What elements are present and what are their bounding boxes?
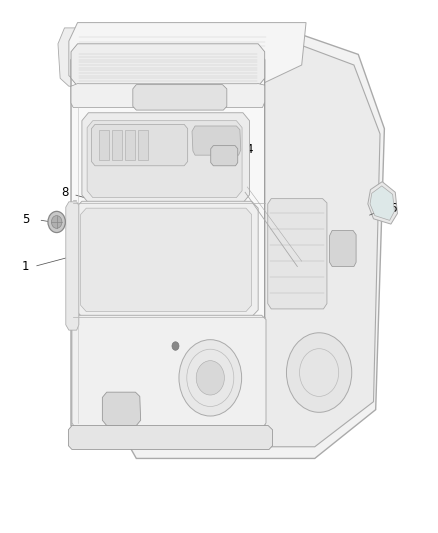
Polygon shape — [125, 130, 135, 160]
Text: 8: 8 — [61, 186, 68, 199]
Text: 1: 1 — [21, 260, 29, 273]
Polygon shape — [69, 22, 306, 84]
Polygon shape — [75, 201, 258, 317]
Circle shape — [51, 216, 62, 228]
Polygon shape — [82, 113, 250, 203]
Polygon shape — [66, 202, 79, 330]
Polygon shape — [99, 130, 109, 160]
Polygon shape — [71, 52, 265, 433]
Text: 2: 2 — [131, 173, 138, 185]
Text: 7: 7 — [109, 356, 116, 368]
Polygon shape — [68, 425, 272, 449]
Polygon shape — [211, 146, 238, 166]
Polygon shape — [71, 84, 265, 108]
Circle shape — [172, 342, 179, 350]
Polygon shape — [192, 126, 241, 155]
Circle shape — [286, 333, 352, 413]
Polygon shape — [102, 392, 141, 425]
Polygon shape — [87, 120, 242, 198]
Polygon shape — [268, 199, 327, 309]
Polygon shape — [370, 186, 394, 220]
Polygon shape — [71, 44, 265, 86]
Polygon shape — [368, 182, 397, 224]
Polygon shape — [329, 230, 356, 266]
Text: 4: 4 — [246, 143, 253, 156]
Polygon shape — [138, 130, 148, 160]
Polygon shape — [133, 85, 227, 110]
Polygon shape — [113, 130, 122, 160]
Polygon shape — [254, 44, 380, 447]
Text: 5: 5 — [21, 213, 29, 227]
Text: 3: 3 — [211, 135, 218, 148]
Text: 6: 6 — [389, 201, 397, 215]
Polygon shape — [72, 316, 266, 428]
Circle shape — [196, 361, 224, 395]
Polygon shape — [58, 28, 86, 86]
Polygon shape — [81, 208, 252, 312]
Polygon shape — [92, 124, 187, 166]
Circle shape — [48, 212, 65, 232]
Circle shape — [179, 340, 242, 416]
Polygon shape — [106, 33, 385, 458]
